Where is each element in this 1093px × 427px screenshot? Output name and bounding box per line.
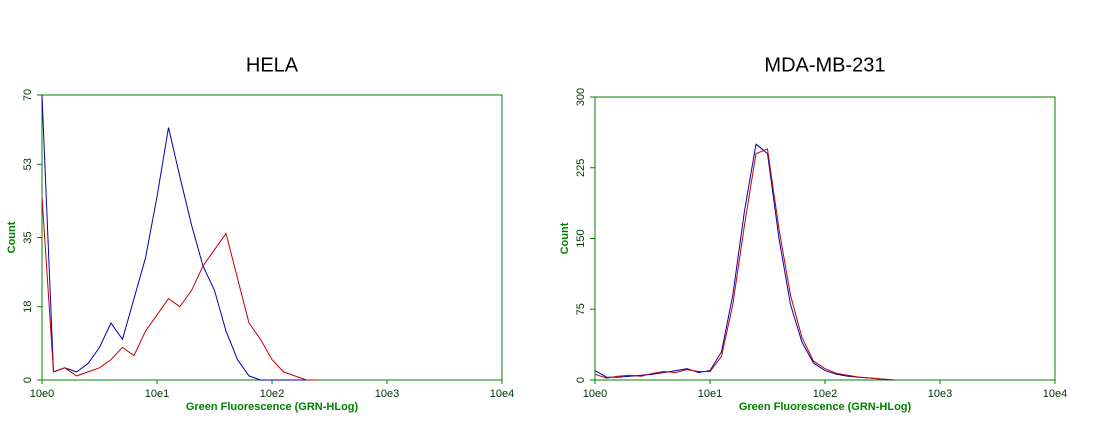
x-axis-title: Green Fluorescence (GRN-HLog): [739, 401, 912, 413]
series-line: [594, 143, 895, 381]
x-tick-label: 10e2: [813, 388, 837, 400]
y-axis-title: Count: [559, 222, 571, 254]
y-tick-label: 225: [575, 159, 587, 177]
series-line: [41, 94, 318, 381]
series-line: [594, 148, 895, 381]
x-tick-label: 10e3: [928, 388, 952, 400]
y-tick-label: 75: [575, 303, 587, 315]
y-tick-label: 0: [575, 377, 587, 383]
y-axis-title: Count: [6, 221, 18, 253]
series-line: [41, 196, 318, 381]
y-tick-label: 150: [575, 229, 587, 247]
x-tick-label: 10e1: [698, 388, 722, 400]
y-tick-label: 70: [22, 89, 34, 101]
y-tick-label: 35: [22, 231, 34, 243]
plot-frame: [41, 94, 503, 381]
x-tick-label: 10e4: [490, 388, 514, 400]
x-tick-label: 10e1: [145, 388, 169, 400]
y-tick-label: 300: [575, 88, 587, 106]
plot-frame: [594, 96, 1056, 381]
chart-title: HELA: [246, 54, 299, 76]
chart-title: MDA-MB-231: [764, 54, 885, 76]
y-tick-label: 0: [22, 377, 34, 383]
y-tick-label: 53: [22, 158, 34, 170]
x-tick-label: 10e0: [583, 388, 607, 400]
x-tick-label: 10e4: [1043, 388, 1067, 400]
x-tick-label: 10e0: [30, 388, 54, 400]
x-tick-label: 10e2: [260, 388, 284, 400]
x-axis-title: Green Fluorescence (GRN-HLog): [186, 401, 359, 413]
x-tick-label: 10e3: [375, 388, 399, 400]
y-tick-label: 18: [22, 301, 34, 313]
